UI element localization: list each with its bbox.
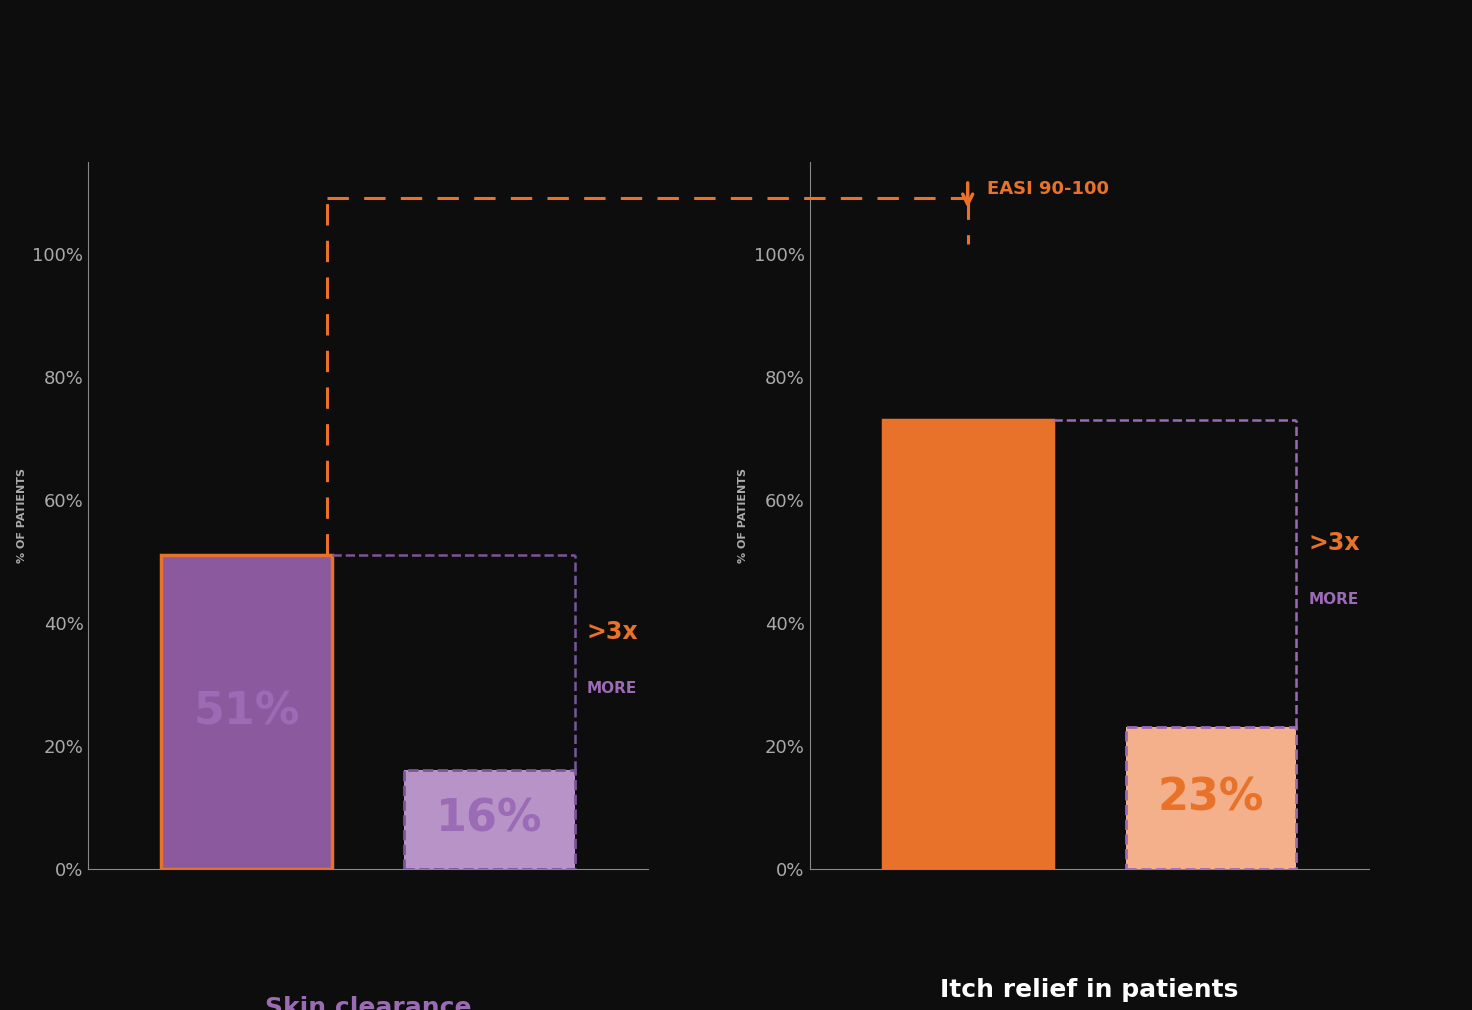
- Text: >3x: >3x: [1309, 531, 1360, 556]
- Bar: [883, 420, 1052, 869]
- Text: 23%: 23%: [1157, 777, 1264, 819]
- Text: Itch relief in patients: Itch relief in patients: [941, 978, 1238, 1002]
- Text: EASI 90-100: EASI 90-100: [988, 180, 1108, 198]
- Bar: [405, 771, 574, 869]
- Bar: [162, 556, 331, 869]
- Text: 16%: 16%: [436, 798, 543, 841]
- Y-axis label: % OF PATIENTS: % OF PATIENTS: [16, 468, 26, 563]
- Text: MORE: MORE: [587, 681, 637, 696]
- Bar: [405, 771, 574, 869]
- Y-axis label: % OF PATIENTS: % OF PATIENTS: [737, 468, 748, 563]
- Text: MORE: MORE: [1309, 592, 1359, 607]
- Bar: [1126, 727, 1295, 869]
- Text: >3x: >3x: [587, 620, 639, 644]
- Text: 73%: 73%: [914, 623, 1022, 666]
- Bar: [883, 420, 1052, 869]
- Bar: [1126, 727, 1295, 869]
- Text: Skin clearance: Skin clearance: [265, 996, 471, 1010]
- Bar: [162, 556, 331, 869]
- Text: 51%: 51%: [193, 690, 300, 733]
